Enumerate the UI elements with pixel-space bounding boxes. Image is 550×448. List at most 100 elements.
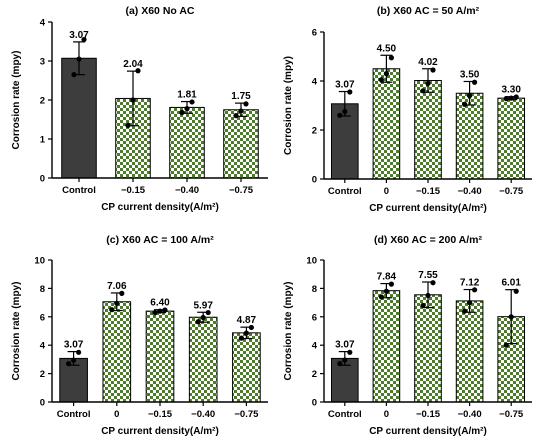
bar-value-label: 7.84 <box>377 272 397 283</box>
x-tick-label: Control <box>328 186 362 197</box>
y-tick-label: 0 <box>40 174 45 185</box>
bar <box>102 301 132 403</box>
data-point <box>503 342 509 348</box>
chart-title: (a) X60 No AC <box>125 5 194 17</box>
y-tick-label: 2 <box>312 126 317 137</box>
data-point <box>388 55 394 61</box>
y-tick-label: 8 <box>312 284 317 295</box>
y-tick-label: 3 <box>40 57 45 68</box>
y-tick-label: 4 <box>312 341 318 352</box>
data-point <box>508 95 514 101</box>
data-point <box>130 97 136 103</box>
data-point <box>71 357 77 363</box>
data-point <box>378 77 384 83</box>
bar-value-label: 7.12 <box>460 278 480 289</box>
data-point <box>342 109 348 115</box>
y-tick-label: 2 <box>40 96 45 107</box>
chart-panel-4: (d) X60 AC = 200 A/m² Corrosion rate (mpy… <box>283 234 532 437</box>
y-tick-label: 6 <box>40 312 45 323</box>
y-axis-label: Corrosion rate (mpy) <box>283 56 294 155</box>
x-tick-label: Control <box>57 409 91 420</box>
data-point <box>378 294 384 300</box>
y-tick-label: 4 <box>40 341 46 352</box>
data-point <box>347 349 353 355</box>
data-point <box>184 105 190 112</box>
y-tick-label: 0 <box>40 398 45 409</box>
bar <box>145 310 175 403</box>
bar <box>414 80 442 180</box>
data-point <box>157 308 163 314</box>
x-tick-label: −0.15 <box>416 186 441 197</box>
data-point <box>119 290 125 296</box>
data-point <box>109 307 115 313</box>
data-point <box>233 113 239 119</box>
data-point <box>430 67 436 73</box>
y-tick-label: 10 <box>34 256 45 267</box>
data-point <box>420 302 426 309</box>
data-point <box>76 56 82 62</box>
y-tick-label: 10 <box>306 256 317 267</box>
data-point <box>189 99 195 105</box>
bar-value-label: 2.04 <box>123 59 143 70</box>
data-point <box>243 101 249 107</box>
data-point <box>388 281 394 287</box>
data-point <box>238 108 244 114</box>
chart-panel-1: (a) X60 No AC Corrosion rate (mpy) CP curr… <box>11 5 268 213</box>
x-tick-label: 0 <box>384 186 389 197</box>
bar-value-label: 3.30 <box>501 85 521 96</box>
bar-value-label: 1.75 <box>231 91 251 102</box>
y-axis-label: Corrosion rate (mpy) <box>11 282 22 381</box>
data-point <box>238 335 244 341</box>
x-tick-label: −0.40 <box>175 185 199 196</box>
chart-panel-2: (b) X60 AC = 50 A/m² Corrosion rate (mpy)… <box>283 5 532 214</box>
data-point <box>152 309 158 316</box>
data-point <box>513 94 519 100</box>
data-point <box>383 288 389 294</box>
data-point <box>195 319 201 325</box>
data-point <box>425 292 431 299</box>
bar-value-label: 5.97 <box>193 300 213 311</box>
data-point <box>467 300 473 306</box>
x-tick-label: −0.15 <box>121 185 146 196</box>
data-point <box>125 122 131 128</box>
data-point <box>76 349 82 355</box>
data-point <box>71 72 77 78</box>
data-point <box>342 357 348 363</box>
data-point <box>513 288 519 294</box>
chart-title: (b) X60 AC = 50 A/m² <box>377 5 480 17</box>
bar <box>223 109 259 179</box>
bar <box>455 300 484 403</box>
data-point <box>337 112 343 118</box>
data-point <box>472 287 478 293</box>
x-axis-label: CP current density(A/m²) <box>369 426 487 437</box>
y-tick-label: 8 <box>40 284 45 295</box>
bar-value-label: 3.07 <box>69 30 89 41</box>
y-tick-label: 6 <box>312 312 317 323</box>
x-tick-label: −0.15 <box>148 409 173 420</box>
data-point <box>248 324 254 331</box>
data-point <box>200 314 206 321</box>
data-point <box>205 309 211 316</box>
bar <box>455 92 484 180</box>
data-point <box>81 36 87 43</box>
y-tick-label: 0 <box>312 398 317 409</box>
x-axis-label: CP current density(A/m²) <box>369 203 487 214</box>
x-tick-label: −0.40 <box>191 409 215 420</box>
bar-value-label: 7.06 <box>107 281 127 292</box>
x-axis-label: CP current density(A/m²) <box>101 202 219 213</box>
x-tick-label: −0.15 <box>416 409 441 420</box>
bar-value-label: 3.07 <box>335 340 355 351</box>
bar-value-label: 6.40 <box>150 298 170 309</box>
x-tick-label: −0.75 <box>229 185 254 196</box>
bar <box>372 290 401 403</box>
bar <box>414 294 442 403</box>
bar-value-label: 4.50 <box>377 43 397 54</box>
x-tick-label: 0 <box>114 409 119 420</box>
y-tick-label: 4 <box>40 18 46 29</box>
y-tick-label: 0 <box>312 175 317 186</box>
bar-value-label: 3.50 <box>460 69 480 80</box>
bar-value-label: 4.02 <box>418 57 438 68</box>
data-point <box>66 361 72 367</box>
bar <box>497 97 526 180</box>
data-point <box>503 96 509 102</box>
